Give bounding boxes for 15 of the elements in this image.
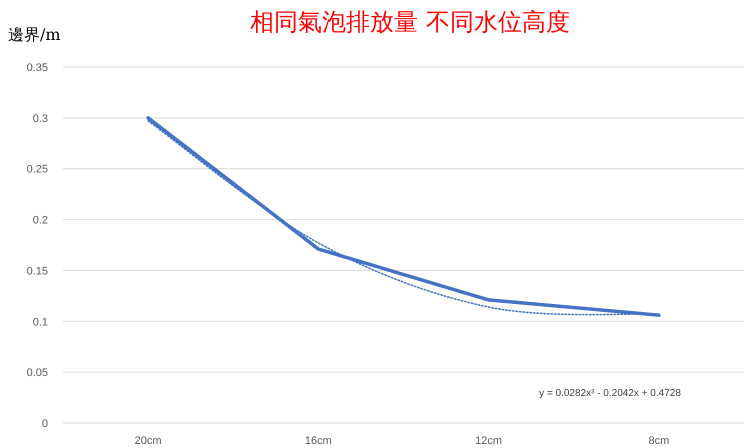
x-tick-label: 16cm bbox=[304, 435, 332, 447]
y-tick-label: 0 bbox=[42, 418, 48, 430]
x-tick-label: 8cm bbox=[648, 435, 670, 447]
y-tick-label: 0.35 bbox=[26, 62, 48, 74]
y-tick-label: 0.1 bbox=[32, 316, 48, 328]
y-tick-label: 0.05 bbox=[26, 367, 48, 380]
annotation: y = 0.0282x² - 0.2042x + 0.4728 bbox=[539, 388, 682, 399]
x-tick-label: 12cm bbox=[475, 435, 502, 447]
y-tick-label: 0.15 bbox=[26, 265, 48, 278]
y-tick-label: 0.2 bbox=[32, 214, 48, 227]
y-axis-title: 邊界/m bbox=[8, 25, 61, 44]
y-tick-label: 0.3 bbox=[32, 112, 48, 125]
chart-title: 相同氣泡排放量 不同水位高度 bbox=[250, 8, 570, 36]
x-tick-label: 20cm bbox=[134, 435, 162, 447]
y-tick-label: 0.25 bbox=[26, 164, 48, 176]
